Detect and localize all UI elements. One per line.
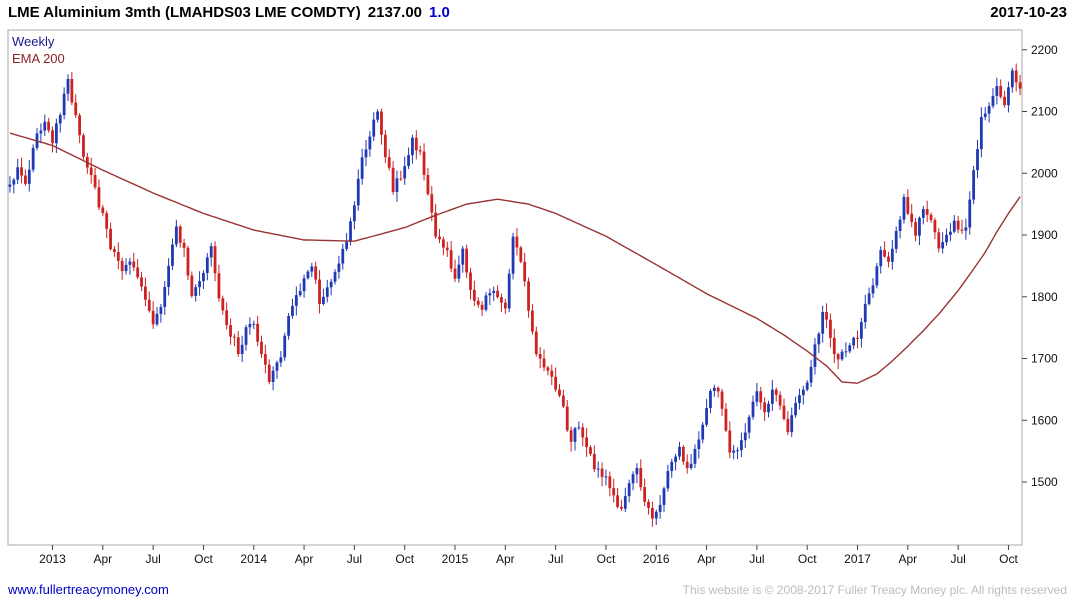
- chart-date: 2017-10-23: [990, 4, 1067, 21]
- page-footer: www.fullertreacymoney.com This website i…: [8, 582, 1067, 597]
- x-tick-label: 2016: [643, 552, 670, 566]
- y-tick-label: 1700: [1031, 352, 1058, 366]
- chart-header: LME Aluminium 3mth (LMAHDS03 LME COMDTY)…: [0, 2, 1075, 28]
- copyright-notice: This website is © 2008-2017 Fuller Treac…: [682, 583, 1067, 597]
- y-tick-label: 2200: [1031, 43, 1058, 57]
- x-tick-label: Oct: [798, 552, 817, 566]
- x-tick-label: 2014: [240, 552, 267, 566]
- ema-line: [9, 132, 1021, 384]
- y-tick-label: 2000: [1031, 166, 1058, 180]
- website-link[interactable]: www.fullertreacymoney.com: [8, 582, 169, 597]
- last-price: 2137.00: [367, 4, 423, 21]
- x-tick-label: Apr: [93, 552, 112, 566]
- x-tick-label: Oct: [597, 552, 616, 566]
- chart-title: LME Aluminium 3mth (LMAHDS03 LME COMDTY)…: [8, 4, 450, 21]
- x-tick-label: 2015: [442, 552, 469, 566]
- ema-overlay-label: EMA 200: [12, 51, 65, 66]
- instrument-name: LME Aluminium 3mth (LMAHDS03 LME COMDTY): [8, 4, 361, 21]
- plot-border: [7, 29, 1023, 546]
- x-tick-label: Jul: [145, 552, 160, 566]
- x-tick-label: 2013: [39, 552, 66, 566]
- x-tick-label: Jul: [347, 552, 362, 566]
- x-tick-label: Oct: [194, 552, 213, 566]
- y-tick-label: 2100: [1031, 105, 1058, 119]
- x-tick-label: Oct: [395, 552, 414, 566]
- x-tick-label: Apr: [295, 552, 314, 566]
- y-tick-label: 1900: [1031, 228, 1058, 242]
- x-tick-label: Apr: [496, 552, 515, 566]
- price-multiplier: 1.0: [429, 4, 450, 21]
- x-tick-label: Apr: [697, 552, 716, 566]
- x-axis: 2013 Apr Jul Oct 2014 Apr Jul Oct 2015 Apr Jul Oct 2…: [39, 545, 1018, 566]
- x-tick-label: Jul: [548, 552, 563, 566]
- x-tick-label: 2017: [844, 552, 871, 566]
- x-tick-label: Oct: [999, 552, 1018, 566]
- y-tick-label: 1800: [1031, 290, 1058, 304]
- y-axis: 1500 1600 1700 1800 1900 2000 2100 2200: [1022, 43, 1058, 489]
- y-tick-label: 1500: [1031, 475, 1058, 489]
- x-tick-label: Apr: [898, 552, 917, 566]
- chart-legend: Weekly EMA 200: [12, 33, 65, 67]
- y-tick-label: 1600: [1031, 413, 1058, 427]
- x-tick-label: Jul: [749, 552, 764, 566]
- timeframe-label: Weekly: [12, 34, 55, 49]
- x-tick-label: Jul: [950, 552, 965, 566]
- candles: [8, 63, 1022, 527]
